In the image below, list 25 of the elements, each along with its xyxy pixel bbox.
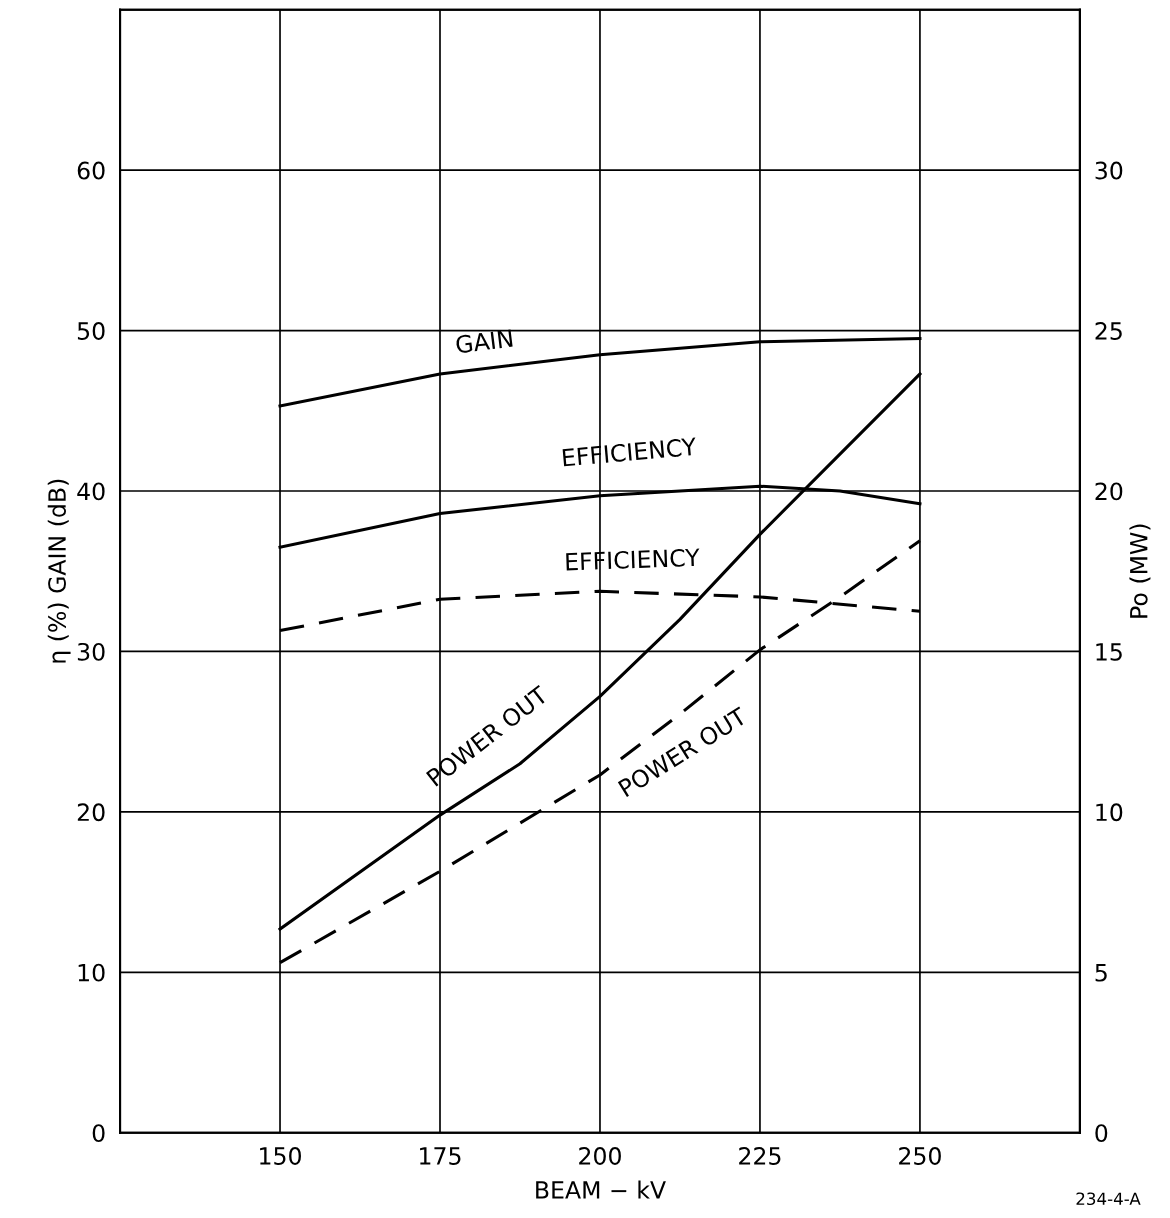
y-tick-label: 40 [77, 482, 105, 501]
x-tick-label: 175 [420, 1147, 461, 1165]
y2-tick-label: 5 [1095, 964, 1107, 982]
y2-tick-label: 25 [1095, 322, 1122, 340]
y-tick-label: 50 [77, 322, 105, 340]
x-tick-label: 150 [260, 1147, 301, 1165]
y-tick-label: 20 [77, 803, 105, 822]
y2-axis-title: Po (MW) [1129, 524, 1151, 618]
x-tick-label: 250 [899, 1147, 941, 1165]
series-label: EFFICIENCY [562, 437, 697, 467]
text: GAIN [455, 329, 513, 354]
y2-tick-label: 0 [1095, 1124, 1108, 1143]
y2-tick-label: 30 [1095, 161, 1123, 180]
y-tick-label: 0 [92, 1124, 105, 1143]
y-axis-title: η (%) GAIN (dB) [47, 479, 71, 663]
x-tick-label: 225 [739, 1147, 781, 1165]
y2-tick-label: 15 [1096, 643, 1122, 661]
y-tick-label: 30 [77, 642, 105, 661]
y2-tick-label: 10 [1096, 803, 1123, 822]
text: 234-4-A [1076, 1192, 1141, 1206]
y-tick-label: 60 [77, 161, 105, 180]
x-tick-label: 200 [579, 1147, 621, 1165]
y-tick-label: 10 [78, 963, 105, 982]
y2-tick-label: 20 [1095, 482, 1123, 501]
x-axis-title: BEAM − kV [536, 1180, 666, 1199]
